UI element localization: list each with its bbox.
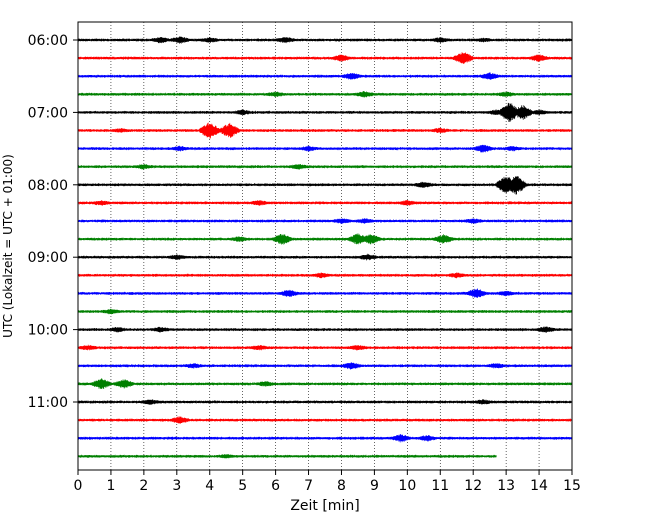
- trace-row-1015: [77, 344, 573, 351]
- x-tick-label-1: 1: [106, 478, 115, 494]
- trace-row-1000: [77, 326, 573, 333]
- trace-row-0745: [77, 164, 573, 170]
- y-tick-label-1100: 11:00: [28, 395, 68, 411]
- y-tick-label-0600: 06:00: [28, 33, 68, 49]
- y-tick-label-0800: 08:00: [28, 178, 68, 194]
- trace-lines: [77, 36, 573, 459]
- x-tick-label-5: 5: [238, 478, 247, 494]
- x-tick-label-13: 13: [497, 478, 515, 494]
- x-tick-label-8: 8: [337, 478, 346, 494]
- x-tick-label-3: 3: [172, 478, 181, 494]
- x-tick-label-6: 6: [271, 478, 280, 494]
- trace-row-1115: [77, 416, 573, 424]
- y-tick-label-0700: 07:00: [28, 105, 68, 121]
- trace-row-0715: [77, 122, 573, 139]
- plot-frame: [77, 21, 573, 471]
- y-axis-label: UTC (Lokalzeit = UTC + 01:00): [1, 154, 15, 338]
- trace-row-0730: [77, 144, 573, 153]
- x-tick-label-14: 14: [530, 478, 548, 494]
- trace-row-1130: [77, 434, 573, 443]
- trace-row-1145: [77, 454, 497, 459]
- x-tick-label-10: 10: [398, 478, 416, 494]
- trace-row-0700: [77, 102, 573, 122]
- trace-row-0845: [77, 233, 573, 245]
- trace-row-1045: [77, 378, 573, 389]
- x-tick-label-7: 7: [304, 478, 313, 494]
- x-tick-label-0: 0: [74, 478, 83, 494]
- x-tick-label-12: 12: [464, 478, 482, 494]
- y-tick-label-0900: 09:00: [28, 250, 68, 266]
- x-tick-label-11: 11: [431, 478, 449, 494]
- x-axis-ticks: 0 1 2 3 4 5 6 7 8 9 10 11 12 13 14 15: [74, 470, 581, 494]
- x-tick-label-4: 4: [205, 478, 214, 494]
- trace-row-0930: [77, 288, 573, 298]
- trace-row-0900: [77, 253, 573, 261]
- trace-row-0645: [77, 91, 573, 98]
- x-tick-label-2: 2: [139, 478, 148, 494]
- x-tick-label-15: 15: [563, 478, 581, 494]
- y-axis-ticks: 06:00 07:00 08:00 09:00 10:00 11:00: [28, 33, 78, 411]
- trace-row-1030: [77, 362, 573, 370]
- trace-row-0945: [77, 308, 573, 315]
- y-tick-label-1000: 10:00: [28, 323, 68, 339]
- trace-row-0830: [77, 218, 573, 224]
- trace-row-0630: [77, 72, 573, 80]
- x-tick-label-9: 9: [370, 478, 379, 494]
- trace-row-0600: [77, 36, 573, 44]
- trace-row-0915: [77, 272, 573, 279]
- trace-row-0815: [77, 200, 573, 206]
- trace-row-0800: [77, 176, 573, 195]
- trace-row-1100: [77, 399, 573, 405]
- trace-row-0615: [77, 52, 573, 64]
- x-axis-label: Zeit [min]: [290, 498, 359, 514]
